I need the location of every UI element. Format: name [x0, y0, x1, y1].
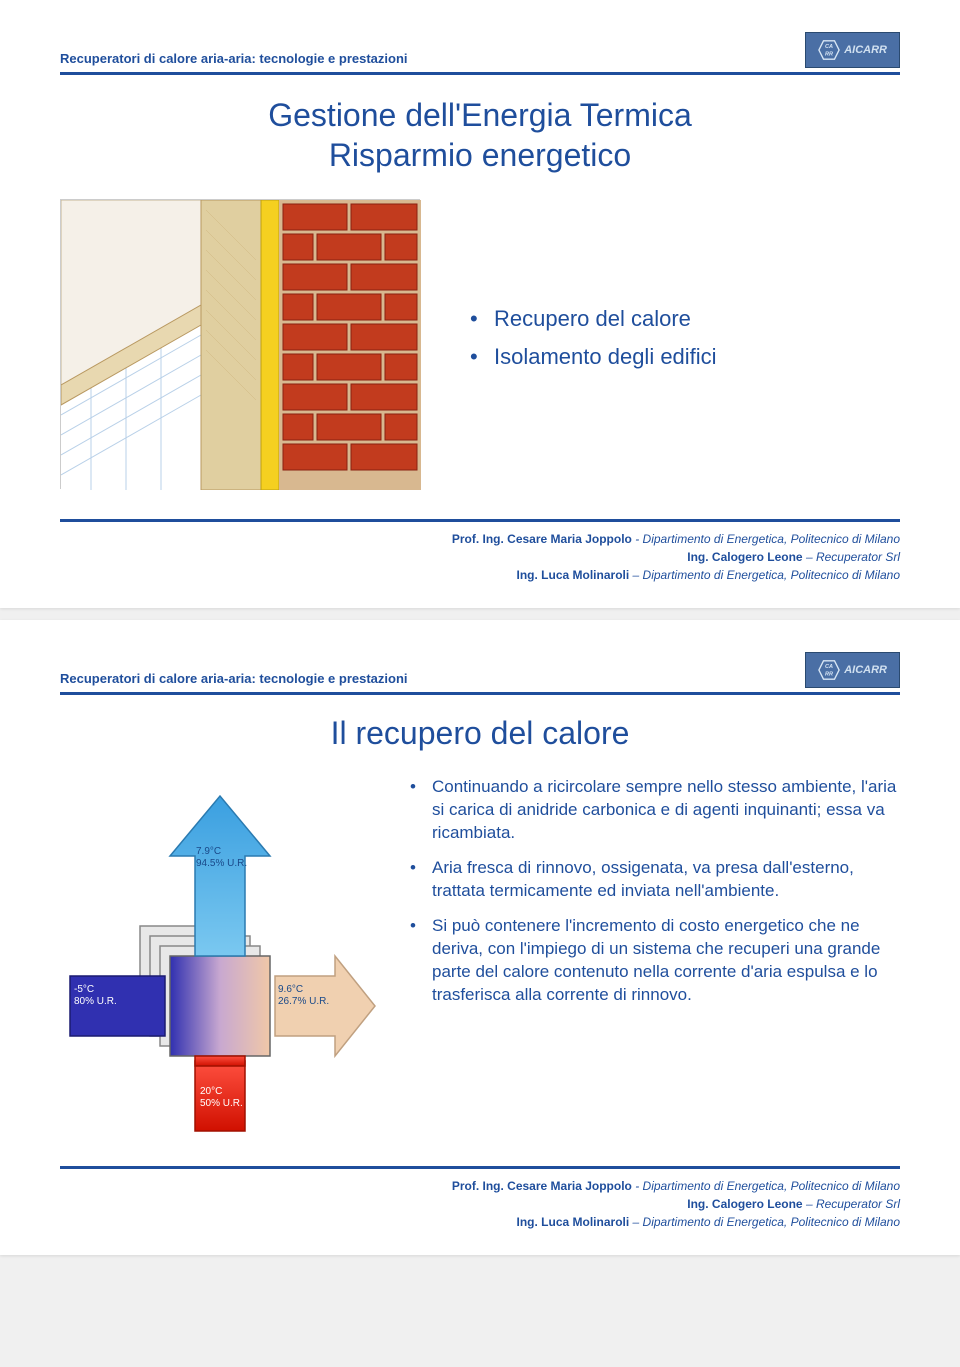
- bullet-item: Continuando a ricircolare sempre nello s…: [410, 776, 900, 845]
- logo-hex-icon: CA RR: [818, 39, 840, 61]
- bullet-item: Isolamento degli edifici: [470, 344, 900, 370]
- bullet-item: Recupero del calore: [470, 306, 900, 332]
- diagram-label-bottom: 20°C 50% U.R.: [200, 1086, 243, 1110]
- slide-header: Recuperatori di calore aria-aria: tecnol…: [60, 32, 900, 75]
- footer-line-1: Prof. Ing. Cesare Maria Joppolo - Dipart…: [60, 1177, 900, 1195]
- slide-header: Recuperatori di calore aria-aria: tecnol…: [60, 652, 900, 695]
- wall-insulation-illustration: [60, 199, 420, 489]
- slide2-bullets: Continuando a ricircolare sempre nello s…: [410, 776, 900, 1018]
- svg-text:CA: CA: [825, 44, 833, 50]
- diagram-label-right: 9.6°C 26.7% U.R.: [278, 984, 329, 1008]
- svg-text:RR: RR: [825, 672, 833, 678]
- slide1-body: Recupero del calore Isolamento degli edi…: [60, 199, 900, 489]
- diagram-label-top: 7.9°C 94.5% U.R.: [196, 846, 247, 870]
- slide2-title: Il recupero del calore: [60, 715, 900, 752]
- title-line1: Gestione dell'Energia Termica: [268, 97, 692, 133]
- header-title: Recuperatori di calore aria-aria: tecnol…: [60, 671, 408, 688]
- slide-2: Recuperatori di calore aria-aria: tecnol…: [0, 620, 960, 1255]
- footer-line-3: Ing. Luca Molinaroli – Dipartimento di E…: [60, 566, 900, 584]
- svg-text:CA: CA: [825, 664, 833, 670]
- footer-line-1: Prof. Ing. Cesare Maria Joppolo - Dipart…: [60, 530, 900, 548]
- logo: CA RR AICARR: [805, 652, 900, 688]
- header-title: Recuperatori di calore aria-aria: tecnol…: [60, 51, 408, 68]
- bullet-item: Aria fresca di rinnovo, ossigenata, va p…: [410, 857, 900, 903]
- bullet-item: Si può contenere l'incremento di costo e…: [410, 915, 900, 1007]
- svg-text:RR: RR: [825, 52, 833, 58]
- heat-recovery-diagram: 7.9°C 94.5% U.R. -5°C 80% U.R. 9.6°C 26.…: [60, 776, 380, 1136]
- footer-line-3: Ing. Luca Molinaroli – Dipartimento di E…: [60, 1213, 900, 1231]
- slide1-bullets: Recupero del calore Isolamento degli edi…: [450, 306, 900, 382]
- slide-1: Recuperatori di calore aria-aria: tecnol…: [0, 0, 960, 608]
- diagram-label-left: -5°C 80% U.R.: [74, 984, 117, 1008]
- footer-line-2: Ing. Calogero Leone – Recuperator Srl: [60, 1195, 900, 1213]
- logo: CA RR AICARR: [805, 32, 900, 68]
- slide-title: Gestione dell'Energia Termica Risparmio …: [60, 95, 900, 175]
- slide-footer: Prof. Ing. Cesare Maria Joppolo - Dipart…: [60, 1166, 900, 1231]
- footer-line-2: Ing. Calogero Leone – Recuperator Srl: [60, 548, 900, 566]
- slide2-body: 7.9°C 94.5% U.R. -5°C 80% U.R. 9.6°C 26.…: [60, 776, 900, 1136]
- title-line2: Risparmio energetico: [329, 137, 631, 173]
- slide-footer: Prof. Ing. Cesare Maria Joppolo - Dipart…: [60, 519, 900, 584]
- logo-text: AICARR: [844, 44, 887, 56]
- logo-text: AICARR: [844, 664, 887, 676]
- logo-hex-icon: CA RR: [818, 659, 840, 681]
